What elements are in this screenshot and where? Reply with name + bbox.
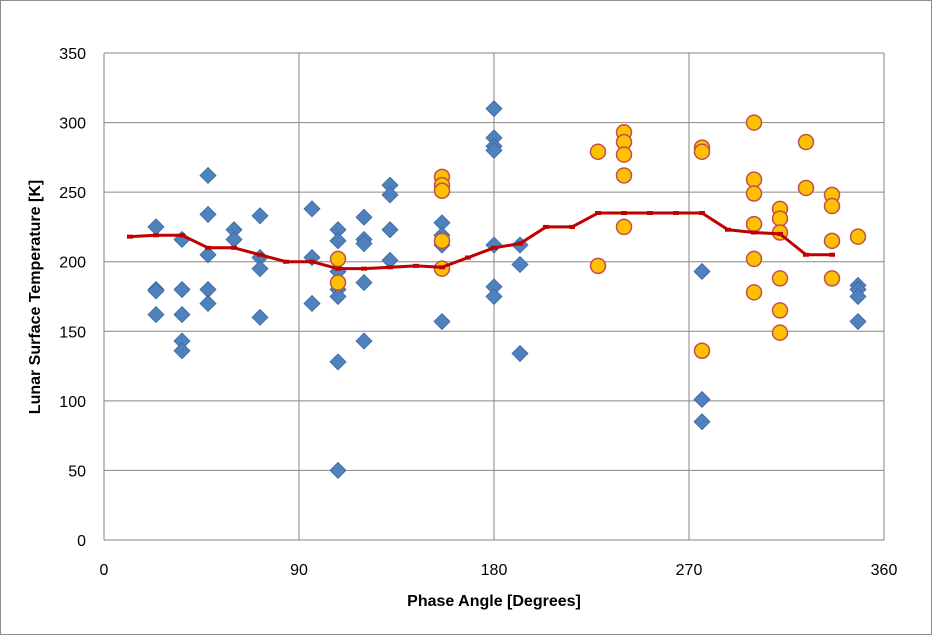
diamond-point (849, 312, 867, 331)
diamond-point (251, 308, 269, 326)
diamond-point (173, 306, 191, 324)
circle-point (329, 250, 347, 268)
circle-point (433, 182, 451, 200)
x-tick-label: 90 (290, 562, 308, 579)
y-tick-label: 200 (59, 255, 86, 272)
circle-point (849, 228, 867, 245)
trend-line (129, 211, 832, 271)
diamond-point (511, 255, 529, 274)
diamond-point (355, 332, 373, 350)
diamond-point (199, 246, 217, 264)
circle-point (771, 302, 789, 319)
diamond-point (693, 262, 711, 281)
circle-point (615, 218, 633, 236)
data-series (127, 100, 867, 479)
diamond-point (511, 344, 529, 363)
diamond-point (199, 294, 217, 313)
circle-point (615, 167, 633, 184)
circle-point (771, 210, 789, 227)
x-axis-title: Phase Angle [Degrees] (407, 593, 581, 610)
circle-point (745, 114, 763, 131)
circle-point (615, 146, 633, 163)
circle-point (693, 143, 711, 161)
circle-point (745, 284, 763, 301)
x-tick-label: 180 (481, 562, 508, 579)
diamond-point (355, 235, 373, 253)
circle-point (745, 250, 763, 268)
diamond-point (251, 207, 269, 225)
circle-point (771, 324, 789, 341)
y-tick-label: 250 (59, 185, 86, 202)
y-tick-label: 100 (59, 394, 86, 411)
circle-point (823, 197, 841, 215)
diamond-point (173, 280, 191, 299)
circle-point (693, 342, 711, 360)
y-tick-label: 50 (68, 463, 86, 480)
circle-point (823, 232, 841, 250)
diamond-point (147, 306, 165, 324)
circle-point (823, 270, 841, 287)
circle-series (329, 114, 867, 360)
diamond-point (485, 141, 503, 159)
diamond-point (329, 232, 347, 250)
circle-point (589, 257, 607, 275)
diamond-point (173, 342, 191, 360)
y-tick-label: 350 (59, 46, 86, 63)
circle-point (771, 270, 789, 287)
x-tick-label: 0 (100, 562, 109, 579)
diamond-point (693, 413, 711, 431)
diamond-point (329, 287, 347, 306)
circle-point (329, 274, 347, 291)
x-tick-label: 270 (676, 562, 703, 579)
diamond-point (303, 294, 321, 313)
diamond-point (355, 208, 373, 226)
circle-point (433, 232, 451, 250)
y-tick-label: 300 (59, 116, 86, 133)
diamond-point (225, 230, 243, 249)
circle-point (745, 185, 763, 202)
diamond-point (251, 260, 269, 278)
diamond-point (329, 353, 347, 371)
tick-labels: 0 50 100 150 200 250 300 350 0 90 180 270 360 (59, 46, 897, 579)
diamond-point (147, 218, 165, 236)
x-tick-label: 360 (871, 562, 898, 579)
diamond-point (199, 166, 217, 185)
diamond-point (329, 461, 347, 479)
y-tick-label: 150 (59, 324, 86, 341)
circle-point (797, 133, 815, 151)
diamond-point (849, 287, 867, 306)
diamond-point (147, 282, 165, 300)
circle-point (745, 215, 763, 233)
circle-point (797, 179, 815, 197)
diamond-point (303, 200, 321, 218)
circle-point (589, 143, 607, 161)
y-tick-label: 0 (77, 533, 86, 550)
diamond-point (199, 205, 217, 223)
diamond-point (355, 274, 373, 292)
diamond-point (381, 186, 399, 204)
diamond-point (381, 221, 399, 239)
diamond-point (485, 100, 503, 118)
diamond-point (485, 287, 503, 306)
circle-point (745, 171, 763, 188)
diamond-point (433, 312, 451, 331)
diamond-point (693, 390, 711, 409)
y-axis-title: Lunar Surface Temperature [K] (27, 180, 44, 414)
